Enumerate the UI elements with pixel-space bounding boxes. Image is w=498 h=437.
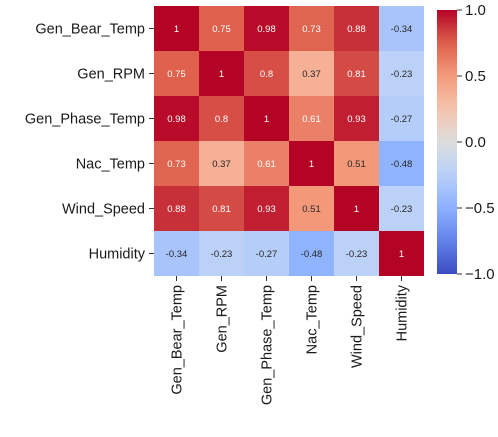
cell-value-label: 0.51 [347, 159, 366, 170]
heatmap-cell [334, 186, 379, 231]
cell-value-label: 0.75 [212, 24, 231, 35]
cell-value-label: 0.8 [215, 114, 228, 125]
heatmap-cell [199, 51, 244, 96]
heatmap-cell [199, 141, 244, 186]
cell-value-label: -0.27 [391, 114, 413, 125]
cell-value-label: 0.75 [167, 69, 186, 80]
colorbar-tick-label: 0.5 [465, 68, 486, 85]
cell-value-label: 1 [219, 69, 224, 80]
row-label: Gen_RPM [77, 67, 145, 83]
cell-value-label: -0.34 [166, 249, 188, 260]
heatmap-cell [379, 96, 424, 141]
cell-value-label: -0.23 [391, 69, 413, 80]
cell-value-label: 1 [399, 249, 404, 260]
heatmap-cell [334, 6, 379, 51]
cell-value-label: 1 [354, 204, 359, 215]
cell-value-label: 0.61 [302, 114, 321, 125]
column-label: Humidity [395, 284, 411, 341]
row-label: Wind_Speed [62, 202, 145, 218]
heatmap-cell [379, 231, 424, 276]
heatmap-cell [244, 141, 289, 186]
heatmap-cell [289, 51, 334, 96]
cell-value-label: -0.34 [391, 24, 413, 35]
heatmap-cell [334, 231, 379, 276]
heatmap-cell [379, 6, 424, 51]
heatmap-cells: 1 0.75 0.98 0.73 0.88 -0.340.75 1 0.8 0.37 0.81 -0… [154, 6, 424, 276]
cell-value-label: 0.81 [212, 204, 231, 215]
heatmap-cell [244, 51, 289, 96]
row-label: Humidity [89, 247, 146, 263]
colorbar-tick-label: 0.0 [465, 134, 486, 151]
heatmap-cell [154, 96, 199, 141]
cell-value-label: -0.48 [301, 249, 323, 260]
cell-value-label: 0.88 [347, 24, 366, 35]
colorbar-tick-label: 1.0 [465, 2, 486, 19]
heatmap-cell [199, 231, 244, 276]
column-label: Nac_Temp [305, 285, 321, 354]
heatmap-cell [244, 231, 289, 276]
heatmap-cell [199, 96, 244, 141]
heatmap-cell [244, 6, 289, 51]
heatmap-cell [154, 6, 199, 51]
heatmap-cell [289, 186, 334, 231]
colorbar: 1.0 0.5 0.0 −0.5 −1.0 [437, 2, 495, 283]
cell-value-label: 0.93 [257, 204, 276, 215]
cell-value-label: -0.48 [391, 159, 413, 170]
column-label: Gen_RPM [215, 285, 231, 353]
cell-value-label: 1 [264, 114, 269, 125]
heatmap-cell [289, 231, 334, 276]
row-label: Gen_Phase_Temp [25, 112, 145, 128]
cell-value-label: 0.37 [302, 69, 321, 80]
cell-value-label: 0.98 [257, 24, 276, 35]
cell-value-label: 0.61 [257, 159, 276, 170]
colorbar-gradient [437, 10, 457, 274]
heatmap-cell [379, 51, 424, 96]
cell-value-label: 0.8 [260, 69, 273, 80]
cell-value-label: 0.88 [167, 204, 186, 215]
cell-value-label: -0.27 [256, 249, 278, 260]
column-label: Gen_Bear_Temp [170, 285, 186, 395]
colorbar-tick-label: −1.0 [465, 266, 495, 283]
heatmap-cell [379, 186, 424, 231]
column-labels: Gen_Bear_Temp Gen_RPM Gen_Phase_Temp Nac_Te… [170, 276, 411, 405]
heatmap-cell [334, 96, 379, 141]
cell-value-label: 0.93 [347, 114, 366, 125]
heatmap-cell [289, 6, 334, 51]
heatmap-cell [334, 51, 379, 96]
heatmap-cell [289, 96, 334, 141]
cell-value-label: -0.23 [346, 249, 368, 260]
heatmap-cell [154, 186, 199, 231]
heatmap-cell [289, 141, 334, 186]
cell-value-label: 0.37 [212, 159, 231, 170]
cell-value-label: 0.51 [302, 204, 321, 215]
cell-value-label: 0.98 [167, 114, 186, 125]
heatmap-cell [154, 231, 199, 276]
cell-value-label: 1 [174, 24, 179, 35]
heatmap-cell [334, 141, 379, 186]
cell-value-label: -0.23 [391, 204, 413, 215]
heatmap-cell [199, 6, 244, 51]
heatmap-cell [199, 186, 244, 231]
row-label: Nac_Temp [76, 157, 145, 173]
heatmap-cell [244, 96, 289, 141]
heatmap-cell [154, 141, 199, 186]
cell-value-label: 0.81 [347, 69, 366, 80]
heatmap-cell [154, 51, 199, 96]
heatmap-cell [379, 141, 424, 186]
heatmap-cell [244, 186, 289, 231]
cell-value-label: -0.23 [211, 249, 233, 260]
cell-value-label: 0.73 [167, 159, 186, 170]
column-label: Gen_Phase_Temp [260, 285, 276, 405]
row-label: Gen_Bear_Temp [35, 22, 145, 38]
row-labels: Gen_Bear_Temp Gen_RPM Gen_Phase_Temp Nac_Te… [25, 22, 154, 263]
colorbar-tick-label: −0.5 [465, 200, 495, 217]
cell-value-label: 0.73 [302, 24, 321, 35]
column-label: Wind_Speed [350, 285, 366, 368]
cell-value-label: 1 [309, 159, 314, 170]
